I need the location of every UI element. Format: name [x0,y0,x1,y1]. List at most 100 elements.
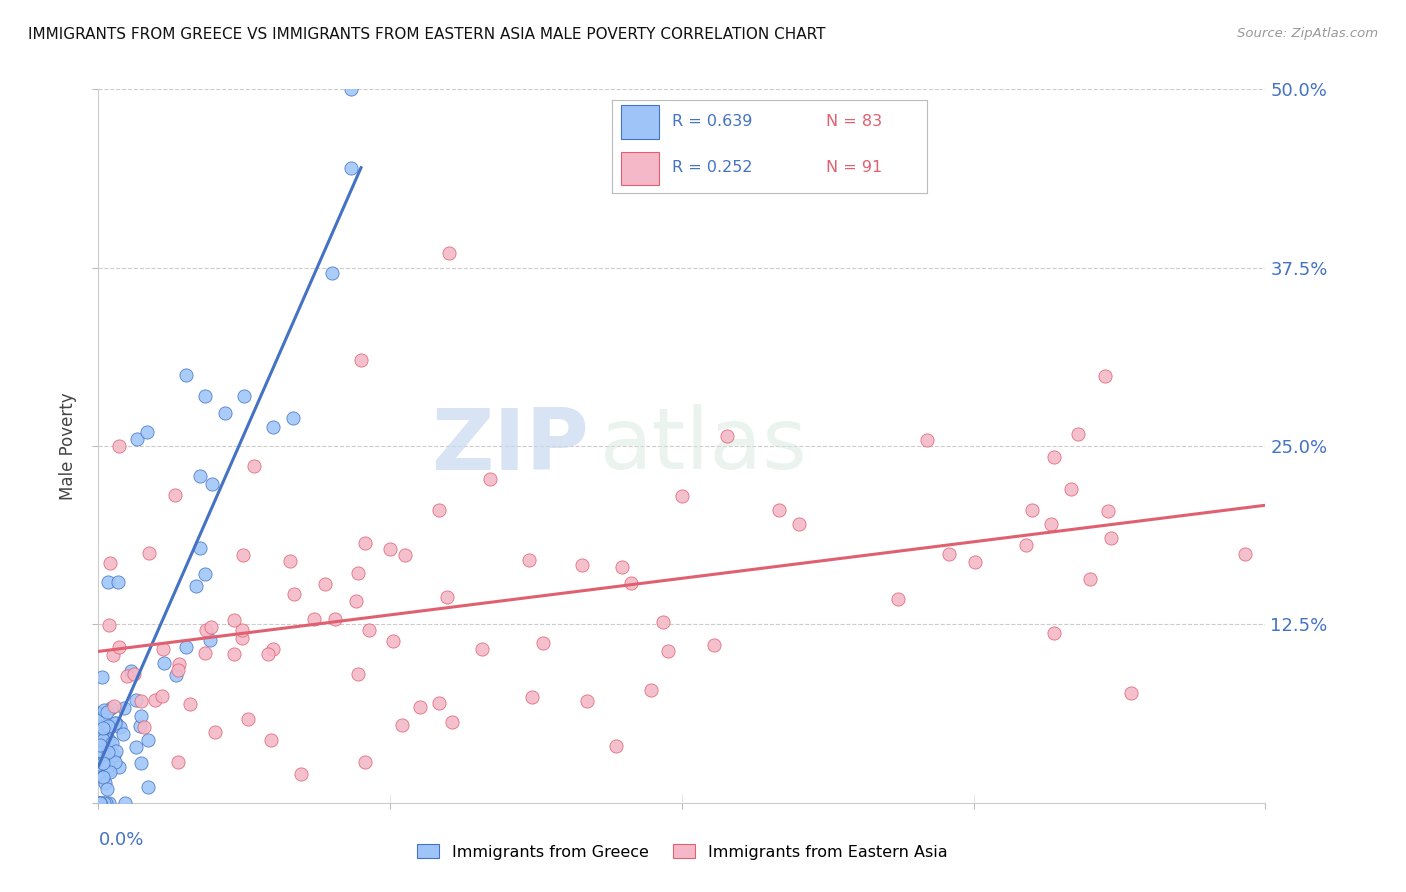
Point [152,642,174,657]
Point [194,389,217,403]
Point [89,733,111,747]
Point [90,712,112,726]
Point [242,458,264,473]
Point [703,639,725,653]
Point [378,542,401,557]
Point [127,432,149,446]
Point [115,669,138,683]
Point [90,744,112,758]
Point [89,738,111,752]
Point [1040,517,1063,532]
Point [359,623,381,637]
Point [1233,547,1256,561]
Point [204,725,226,739]
Point [105,744,128,758]
Point [104,715,127,730]
Point [91,732,114,747]
Point [1119,685,1142,699]
Point [231,624,253,638]
Point [1015,538,1038,552]
Point [184,579,207,593]
Point [97,745,120,759]
Point [283,587,305,601]
Point [302,612,325,626]
Point [1067,426,1090,441]
Point [347,566,370,580]
Point [129,708,152,723]
Point [394,548,416,562]
Point [89,706,111,721]
Point [97,617,120,632]
Point [136,780,159,795]
Point [98,557,121,571]
Point [257,648,280,662]
Point [90,729,112,743]
Point [232,549,254,563]
Point [201,477,224,491]
Point [314,576,336,591]
Point [531,636,554,650]
Point [517,553,540,567]
Point [440,714,463,729]
Point [91,727,114,741]
Point [354,755,377,769]
Point [129,719,152,733]
Point [150,689,173,703]
Point [787,517,810,532]
Point [93,796,115,810]
Point [93,753,115,767]
Point [97,759,120,773]
Point [236,712,259,726]
Point [290,767,312,781]
Point [165,668,187,682]
Point [114,796,136,810]
Point [91,671,114,685]
Point [179,697,201,711]
Point [1094,368,1116,383]
Point [194,567,217,582]
Point [91,756,114,770]
Point [87,756,110,771]
Point [97,574,120,589]
Point [138,546,160,560]
Point [87,759,110,773]
Point [887,591,910,606]
Point [340,161,363,175]
Point [107,574,129,589]
Point [93,769,115,783]
Point [281,410,304,425]
Point [120,664,142,678]
Point [1021,503,1043,517]
Point [963,555,986,569]
Point [100,700,122,714]
Point [136,425,159,439]
Point [381,634,404,648]
Point [166,755,188,769]
Point [91,770,114,784]
Point [716,429,738,443]
Point [350,353,373,368]
Point [1078,572,1101,586]
Point [262,642,284,657]
Point [125,740,148,755]
Point [129,694,152,708]
Point [652,615,675,629]
Point [657,643,679,657]
Point [427,503,450,517]
Point [1099,531,1122,545]
Point [93,703,115,717]
Point [93,763,115,777]
Point [194,623,217,637]
Text: IMMIGRANTS FROM GREECE VS IMMIGRANTS FROM EASTERN ASIA MALE POVERTY CORRELATION : IMMIGRANTS FROM GREECE VS IMMIGRANTS FRO… [28,27,825,42]
Point [122,667,145,681]
Point [262,419,284,434]
Point [1043,625,1066,640]
Point [89,706,111,720]
Point [200,620,222,634]
Point [89,796,111,810]
Text: Source: ZipAtlas.com: Source: ZipAtlas.com [1237,27,1378,40]
Point [91,723,114,738]
Point [174,640,197,655]
Point [105,715,128,730]
Point [167,657,190,671]
